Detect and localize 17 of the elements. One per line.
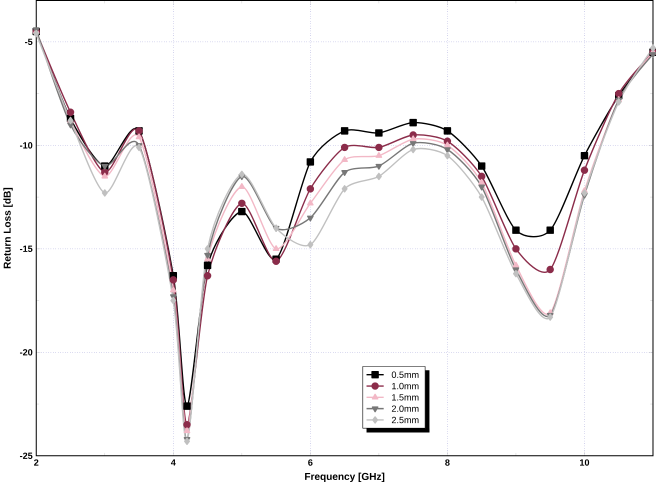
y-tick-label: -20 (20, 348, 32, 356)
y-tick-label: -15 (20, 246, 32, 252)
x-tick-label: 8 (445, 459, 450, 466)
x-tick-label: 4 (170, 459, 176, 466)
x-tick-label: 10 (580, 459, 590, 466)
legend-label: 1.5mm (392, 394, 418, 400)
y-tick-label: -5 (25, 38, 32, 45)
x-tick-label: 6 (308, 459, 313, 466)
legend-label: 2.5mm (392, 416, 418, 424)
y-tick-label: -10 (20, 142, 32, 148)
legend-label: 2.0mm (392, 405, 418, 412)
x-tick-label: 2 (34, 459, 38, 466)
y-axis-title: Return Loss [dB] (3, 188, 13, 268)
x-axis-title: Frequency [GHz] (305, 472, 384, 482)
legend-label: 0.5mm (392, 371, 418, 378)
y-tick-label: -25 (20, 452, 32, 459)
legend-label: 1.0mm (392, 382, 418, 390)
